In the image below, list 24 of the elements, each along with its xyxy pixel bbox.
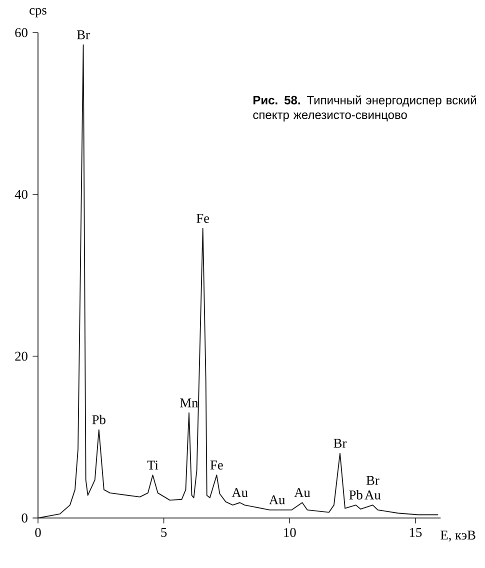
x-tick-label: 0 [35, 528, 41, 538]
annotation: Br [366, 476, 380, 485]
annotation: Br [77, 30, 90, 40]
y-tick-label: 40 [14, 190, 28, 199]
y-tick-label: 20 [15, 352, 28, 361]
annotation: Pb [92, 414, 106, 424]
annotation: Au [294, 488, 310, 498]
annotation: Mn [180, 398, 198, 408]
annotation: Рис. 58. Типичный энергодиспер вский спектр железисто-свинцово [253, 95, 476, 122]
y-axis-title: cps [30, 8, 46, 18]
annotation: Fe [196, 214, 210, 223]
annotation: Au [364, 490, 381, 500]
annotation: Au [269, 495, 285, 504]
annotation: Pb [349, 490, 362, 500]
annotation: Au [232, 488, 248, 498]
x-axis-title: E, кэВ [440, 530, 476, 542]
annotation: Br [334, 438, 347, 448]
x-tick-label: 15 [410, 528, 422, 537]
y-tick-label: 60 [15, 28, 28, 38]
x-tick-label: 10 [284, 528, 296, 538]
x-tick-label: 5 [161, 528, 167, 537]
annotation: Ti [147, 460, 158, 470]
y-tick-label: 0 [22, 513, 28, 522]
annotation: Fe [210, 460, 223, 470]
